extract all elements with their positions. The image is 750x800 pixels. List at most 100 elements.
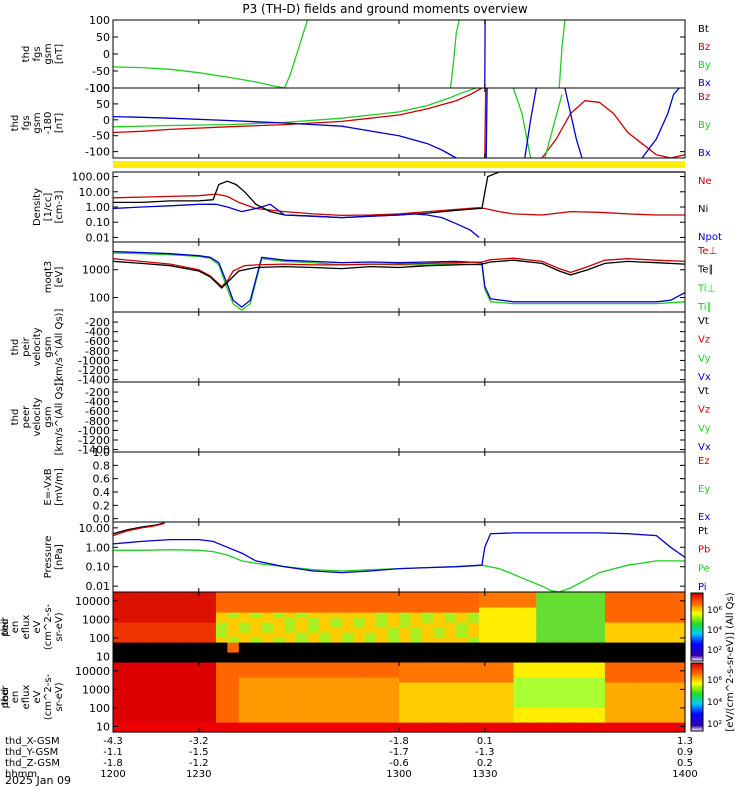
spectrogram-cell xyxy=(113,662,126,668)
spectrogram-cell xyxy=(536,692,549,698)
spectrogram-cell xyxy=(113,692,126,698)
spectrogram-cell xyxy=(662,712,675,718)
spectrogram-cell xyxy=(376,687,389,693)
spectrogram-cell xyxy=(330,697,343,703)
spectrogram-cell xyxy=(261,727,274,733)
spectrogram-cell xyxy=(616,672,629,678)
y-tick-label: 0.4 xyxy=(93,486,111,499)
spectrogram-cell xyxy=(673,637,686,643)
spectrogram-cell xyxy=(215,597,228,603)
spectrogram-cell xyxy=(318,592,331,598)
spectrogram-cell xyxy=(124,722,137,728)
spectrogram-cell xyxy=(330,602,343,608)
spectrogram-cell xyxy=(250,712,263,718)
y-tick-label: -100 xyxy=(85,146,110,159)
spectrogram-cell xyxy=(524,627,537,633)
spectrogram-cell xyxy=(639,592,652,598)
spectrogram-cell xyxy=(433,597,446,603)
colorbar-tick-label: 10² xyxy=(707,646,722,656)
spectrogram-cell xyxy=(147,617,160,623)
spectrogram-cell xyxy=(124,672,137,678)
y-tick-label: 0.6 xyxy=(93,473,111,486)
spectrogram-cell xyxy=(513,602,526,608)
spectrogram-cell xyxy=(467,672,480,678)
legend-entry: Ne xyxy=(698,176,712,187)
spectrogram-cell xyxy=(181,642,194,648)
y-tick-label: 0 xyxy=(103,114,110,127)
spectrogram-cell xyxy=(204,697,217,703)
spectrogram-cell xyxy=(147,702,160,708)
spectrogram-cell xyxy=(307,687,320,693)
spectrogram-cell xyxy=(215,602,228,608)
spectrogram-cell xyxy=(490,647,503,653)
spectrogram-cell xyxy=(387,672,400,678)
spectrogram-cell xyxy=(238,632,251,638)
spectrogram-cell xyxy=(227,667,240,673)
spectrogram-cell xyxy=(433,687,446,693)
spectrogram-cell xyxy=(318,667,331,673)
spectrogram-cell xyxy=(376,617,389,623)
spectrogram-cell xyxy=(215,657,228,663)
spectrogram-cell xyxy=(147,642,160,648)
spectrogram-cell xyxy=(582,677,595,683)
spectrogram-cell xyxy=(501,727,514,733)
spectrogram-cell xyxy=(650,717,663,723)
spectrogram-cell xyxy=(479,707,492,713)
spectrogram-cell xyxy=(433,627,446,633)
y-tick-label: -50 xyxy=(92,65,110,78)
spectrogram-cell xyxy=(524,712,537,718)
spectrogram-cell xyxy=(513,717,526,723)
spectrogram-cell xyxy=(570,617,583,623)
spectrogram-cell xyxy=(364,637,377,643)
spectrogram-cell xyxy=(296,682,309,688)
spectrogram-cell xyxy=(547,677,560,683)
y-tick-label: -50 xyxy=(92,130,110,143)
spectrogram-cell xyxy=(639,677,652,683)
spectrogram-cell xyxy=(410,662,423,668)
spectrogram-cell xyxy=(376,652,389,658)
spectrogram-cell xyxy=(444,592,457,598)
series-line-blue xyxy=(112,203,480,238)
spectrogram-cell xyxy=(627,712,640,718)
y-tick-label: -100 xyxy=(85,82,110,95)
series-line-blue xyxy=(112,250,686,308)
spectrogram-cell xyxy=(170,657,183,663)
spectrogram-cell xyxy=(135,677,148,683)
spectrogram-cell xyxy=(616,697,629,703)
spectrogram-cell xyxy=(490,642,503,648)
spectrogram-cell xyxy=(639,707,652,713)
spectrogram-cell xyxy=(501,602,514,608)
spectrogram-cell xyxy=(238,652,251,658)
spectrogram-cell xyxy=(593,672,606,678)
spectrogram-cell xyxy=(547,642,560,648)
spectrogram-cell xyxy=(158,672,171,678)
spectrogram-cell xyxy=(364,697,377,703)
spectrogram-cell xyxy=(547,657,560,663)
spectrogram-cell xyxy=(524,707,537,713)
spectrogram-cell xyxy=(570,687,583,693)
spectrogram-cell xyxy=(113,657,126,663)
spectrogram-cell xyxy=(513,677,526,683)
spectrogram-cell xyxy=(296,597,309,603)
spectrogram-cell xyxy=(170,717,183,723)
spectrogram-cell xyxy=(364,667,377,673)
spectrogram-cell xyxy=(513,627,526,633)
spectrogram-cell xyxy=(250,657,263,663)
spectrogram-cell xyxy=(536,727,549,733)
x-tick-label: 1400 xyxy=(672,769,697,780)
y-tick-label: 10000 xyxy=(75,665,110,678)
spectrogram-cell xyxy=(387,652,400,658)
spectrogram-cell xyxy=(261,712,274,718)
spectrogram-cell xyxy=(410,722,423,728)
date-label: 2025 Jan 09 xyxy=(5,774,71,787)
spectrogram-cell xyxy=(479,712,492,718)
spectrogram-cell xyxy=(593,662,606,668)
y-axis-label: eflux xyxy=(21,685,32,710)
spectrogram-cell xyxy=(158,717,171,723)
series-line-red xyxy=(541,100,686,159)
spectrogram-cell xyxy=(490,637,503,643)
spectrogram-cell xyxy=(387,637,400,643)
spectrogram-cell xyxy=(467,717,480,723)
spectrogram-cell xyxy=(399,727,412,733)
spectrogram-cell xyxy=(387,622,400,628)
